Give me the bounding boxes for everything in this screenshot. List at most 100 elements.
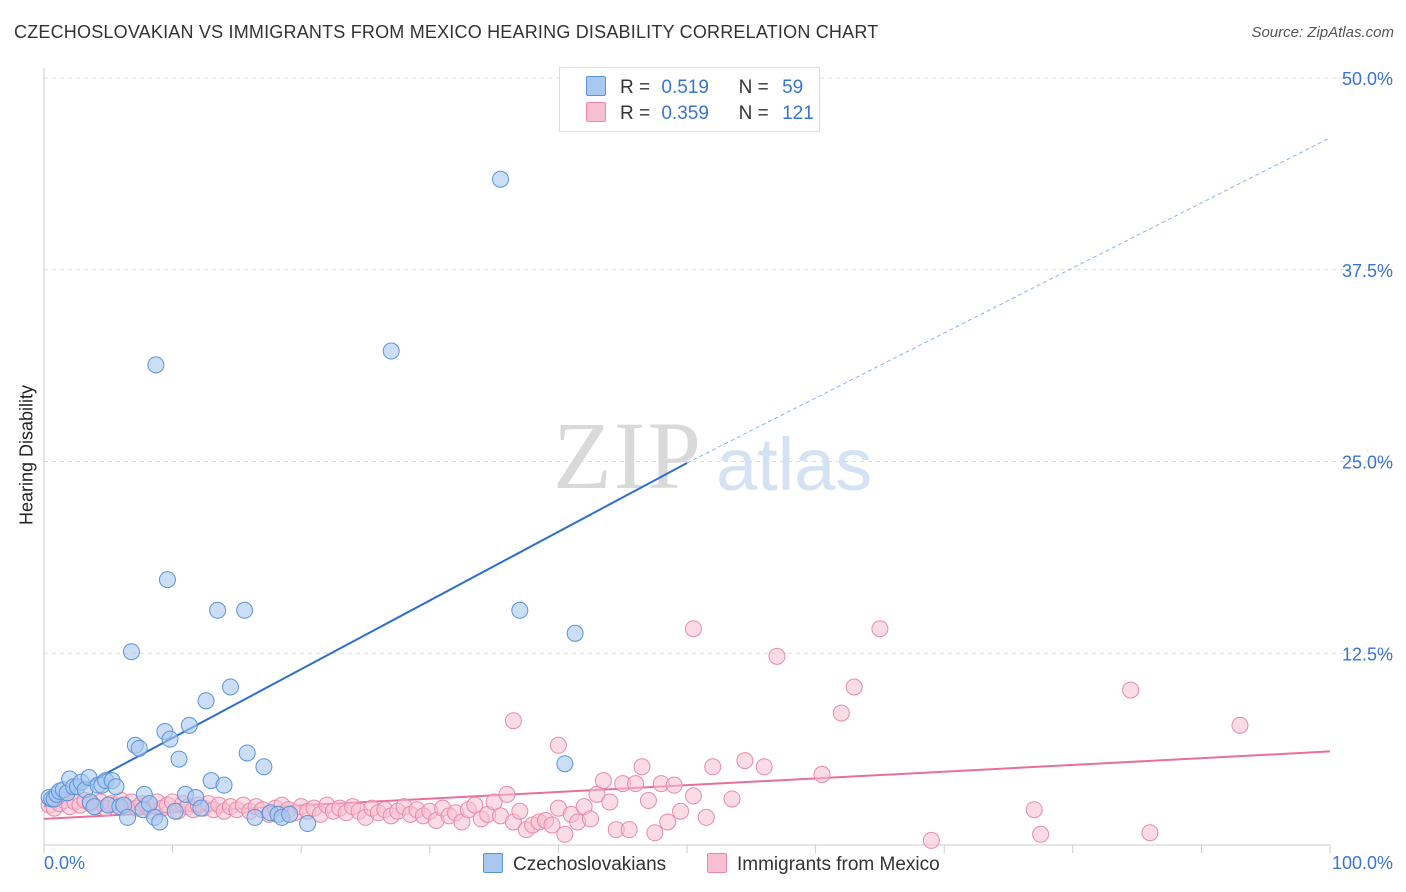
czech-point xyxy=(122,643,140,661)
czech-point xyxy=(170,750,188,768)
mexico-point xyxy=(1231,716,1249,734)
mexico-point xyxy=(665,776,683,794)
y-tick-label: 12.5% xyxy=(1342,644,1393,664)
mexico-point xyxy=(582,810,600,828)
mexico-point xyxy=(659,813,677,831)
czech-point xyxy=(511,601,529,619)
mexico-point xyxy=(871,620,889,638)
mexico-point xyxy=(1141,824,1159,842)
mexico-point xyxy=(922,831,940,849)
mexico-point xyxy=(633,758,651,776)
czech-point xyxy=(492,170,510,188)
legend-r-value: 0.359 xyxy=(661,103,709,124)
legend-row-czech: R = 0.519 N = 59 xyxy=(586,76,803,104)
bottom-legend-mexico: Immigrants from Mexico xyxy=(707,853,940,876)
mexico-swatch-icon xyxy=(586,102,606,122)
czech-point xyxy=(238,744,256,762)
czech-point xyxy=(236,601,254,619)
mexico-point xyxy=(845,678,863,696)
mexico-point xyxy=(556,825,574,843)
czech-point xyxy=(158,571,176,589)
czech-point xyxy=(566,624,584,642)
czech-point xyxy=(209,601,227,619)
czech-point xyxy=(192,799,210,817)
points-layer xyxy=(40,170,1249,849)
y-tick-label: 37.5% xyxy=(1342,261,1393,281)
mexico-point xyxy=(498,785,516,803)
mexico-point xyxy=(594,772,612,790)
bottom-legend-czech: Czechoslovakians xyxy=(483,853,666,876)
y-tick-label: 25.0% xyxy=(1342,453,1393,473)
czech-point xyxy=(166,802,184,820)
czech-point xyxy=(255,758,273,776)
czech-point xyxy=(299,815,317,833)
bottom-legend-mexico-label: Immigrants from Mexico xyxy=(737,854,940,875)
legend-r-value: 0.519 xyxy=(661,77,709,98)
czech-point xyxy=(85,798,103,816)
mexico-point xyxy=(627,775,645,793)
mexico-point xyxy=(697,808,715,826)
axis-layer xyxy=(43,68,1331,853)
czech-point xyxy=(382,342,400,360)
mexico-point xyxy=(704,758,722,776)
watermark-zip: ZIP xyxy=(553,402,703,509)
mexico-swatch-icon xyxy=(707,853,727,873)
mexico-point xyxy=(1032,825,1050,843)
mexico-point xyxy=(684,787,702,805)
mexico-point xyxy=(736,752,754,770)
mexico-point xyxy=(588,785,606,803)
mexico-point xyxy=(755,758,773,776)
czech-point xyxy=(197,692,215,710)
source-label: Source: ZipAtlas.com xyxy=(1251,24,1394,41)
czech-swatch-icon xyxy=(586,76,606,96)
x-tick-label: 0.0% xyxy=(44,853,85,873)
legend-n-label: N = xyxy=(738,103,769,124)
tick-label-layer: 12.5% 25.0% 37.5% 50.0% 0.0% 100.0% xyxy=(44,69,1393,873)
mexico-point xyxy=(601,793,619,811)
bottom-legend-czech-label: Czechoslovakians xyxy=(513,854,667,875)
mexico-point xyxy=(684,620,702,638)
czech-point xyxy=(215,776,233,794)
legend-n-value: 121 xyxy=(782,103,814,124)
czech-point xyxy=(151,813,169,831)
y-tick-label: 50.0% xyxy=(1342,69,1393,89)
mexico-point xyxy=(504,712,522,730)
mexico-point xyxy=(1122,681,1140,699)
czech-point xyxy=(221,678,239,696)
legend-row-mexico: R = 0.359 N = 121 xyxy=(586,102,814,130)
correlation-legend: R = 0.519 N = 59 R = 0.359 N = 121 xyxy=(559,67,820,132)
czech-point xyxy=(119,808,137,826)
czech-trend-extension xyxy=(686,137,1331,464)
mexico-point xyxy=(768,647,786,665)
trend-layer xyxy=(43,137,1331,820)
mexico-point xyxy=(646,824,664,842)
mexico-point xyxy=(543,816,561,834)
mexico-point xyxy=(832,704,850,722)
mexico-point xyxy=(639,792,657,810)
legend-r-label: R = xyxy=(620,77,651,98)
mexico-point xyxy=(813,765,831,783)
czech-point xyxy=(130,739,148,757)
czech-point xyxy=(161,730,179,748)
czech-point xyxy=(180,716,198,734)
mexico-point xyxy=(672,802,690,820)
legend-r-label: R = xyxy=(620,103,651,124)
legend-n-label: N = xyxy=(738,77,769,98)
czech-point xyxy=(281,805,299,823)
mexico-point xyxy=(511,802,529,820)
mexico-point xyxy=(1025,801,1043,819)
czech-point xyxy=(246,808,264,826)
legend-n-value: 59 xyxy=(782,77,804,98)
chart-title: CZECHOSLOVAKIAN VS IMMIGRANTS FROM MEXIC… xyxy=(14,22,879,42)
mexico-point xyxy=(549,736,567,754)
x-tick-label: 100.0% xyxy=(1332,853,1393,873)
mexico-point xyxy=(466,796,484,814)
czech-point xyxy=(147,356,165,374)
czech-swatch-icon xyxy=(483,853,503,873)
czech-point xyxy=(556,755,574,773)
czech-trend-line xyxy=(43,462,688,808)
mexico-point xyxy=(485,793,503,811)
czech-point xyxy=(107,778,125,796)
mexico-point xyxy=(620,821,638,839)
